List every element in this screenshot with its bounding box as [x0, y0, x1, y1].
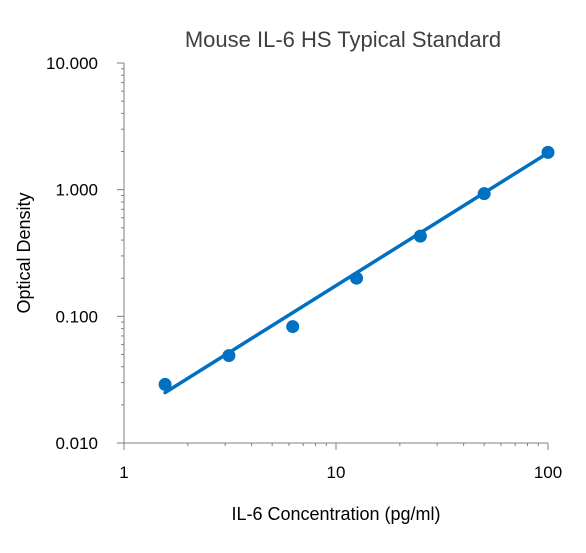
axes [123, 63, 548, 444]
data-point [286, 320, 300, 334]
x-tick-label: 10 [327, 463, 346, 482]
x-tick-label: 100 [534, 463, 562, 482]
x-tick-label: 1 [119, 463, 128, 482]
x-axis-ticks: 1 10 100 [119, 443, 562, 482]
data-point [477, 187, 491, 201]
data-point [158, 377, 172, 391]
y-tick-label: 10.000 [46, 54, 98, 73]
x-axis-title: IL-6 Concentration (pg/ml) [231, 504, 440, 524]
y-axis-title: Optical Density [14, 192, 34, 313]
data-point [222, 349, 236, 363]
chart-title: Mouse IL-6 HS Typical Standard [185, 27, 501, 52]
data-point [541, 145, 555, 159]
y-tick-label: 0.100 [55, 307, 98, 326]
y-axis-ticks: 0.010 0.100 1.000 10.000 [46, 54, 124, 453]
data-points [158, 145, 555, 391]
data-point [413, 229, 427, 243]
y-tick-label: 1.000 [55, 181, 98, 200]
data-point [350, 271, 364, 285]
y-tick-label: 0.010 [55, 434, 98, 453]
